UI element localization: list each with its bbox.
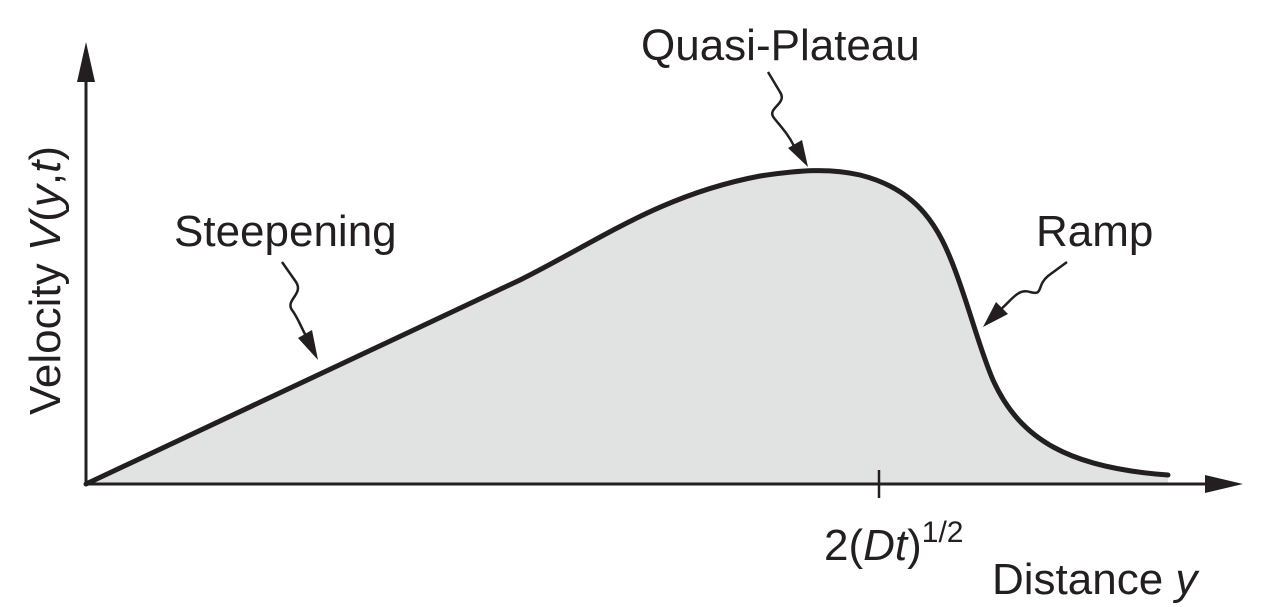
steepening-leader — [280, 261, 308, 337]
ramp-leader — [999, 260, 1068, 311]
x-tick-label: 2(Dt)1/2 — [824, 516, 964, 570]
y-axis-label-y: y — [21, 182, 70, 210]
plateau-label: Quasi-Plateau — [641, 21, 920, 70]
x-tick-label-close: ) — [907, 521, 922, 570]
plateau-arrowhead — [788, 140, 808, 167]
plateau-leader — [766, 71, 796, 147]
steepening-label: Steepening — [174, 207, 397, 256]
velocity-profile-curve — [83, 168, 1171, 487]
y-axis-label-V: V — [21, 218, 70, 251]
y-axis-label-close: ) — [21, 146, 70, 161]
y-axis-label-comma: , — [21, 173, 70, 185]
profile-area-fill — [86, 170, 1168, 484]
y-axis-label-t: t — [21, 159, 70, 173]
y-axis-label-text: Velocity — [21, 251, 70, 415]
ramp-arrowhead — [983, 302, 1008, 327]
x-axis-label: Distance y — [992, 555, 1200, 604]
y-axis-label: Velocity V(y,t) — [21, 146, 70, 415]
steepening-arrowhead — [298, 330, 318, 360]
x-axis-arrowhead — [1205, 475, 1243, 493]
x-tick-label-Dt: Dt — [863, 521, 909, 570]
y-axis-arrowhead — [77, 42, 95, 82]
x-tick-label-exponent: 1/2 — [922, 516, 964, 549]
x-axis-label-text: Distance — [992, 555, 1175, 604]
x-axis-label-y: y — [1172, 555, 1200, 604]
y-axis-label-open: ( — [21, 207, 70, 222]
x-tick-label-pre: 2( — [824, 521, 863, 570]
ramp-label: Ramp — [1036, 207, 1153, 256]
